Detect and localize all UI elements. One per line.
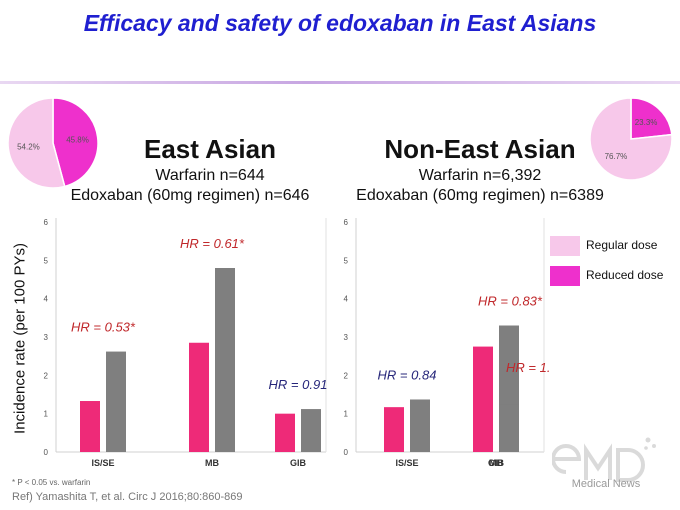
non-east-asian-warfarin-count: Warfarin n=6,392 — [418, 167, 542, 184]
east-asian-y-tick-label: 0 — [44, 448, 49, 457]
legend-item-regular-dose: Regular dose — [550, 235, 680, 256]
non-east-asian-x-tick-label-is-se: IS/SE — [395, 458, 418, 468]
non-east-asian-pie-label-reduced-dose: 23.3% — [635, 118, 658, 127]
non-east-asian-x-tick-label-mb: MB — [489, 458, 503, 468]
non-east-asian-hazard-ratio-gib: HR = 1.27* — [506, 360, 550, 375]
slide-title: Efficacy and safety of edoxaban in East … — [83, 10, 597, 36]
east-asian-bar-gib-warfarin — [301, 409, 321, 452]
east-asian-y-tick-label: 6 — [44, 218, 49, 227]
east-asian-y-tick-label: 5 — [44, 256, 49, 265]
bar-chart-east-asian: 0 1 2 3 4 5 6 IS/SE HR = 0.53* MB HR = 0.61* GIB HR … — [44, 218, 328, 468]
emd-logo-watermark — [552, 437, 656, 482]
watermark-text: Medical News — [571, 478, 641, 490]
non-east-asian-hazard-ratio-mb: HR = 0.83* — [478, 294, 543, 309]
non-east-asian-bar-is-se-edoxaban — [384, 407, 404, 452]
non-east-asian-y-tick-label: 0 — [344, 448, 349, 457]
east-asian-heading: East Asian — [144, 134, 276, 164]
non-east-asian-hazard-ratio-is-se: HR = 0.84 — [378, 367, 437, 382]
non-east-asian-y-tick-label: 2 — [344, 371, 349, 380]
east-asian-hazard-ratio-is-se: HR = 0.53* — [71, 320, 136, 335]
east-asian-bar-mb-edoxaban — [189, 342, 209, 452]
non-east-asian-y-tick-label: 5 — [344, 256, 349, 265]
non-east-asian-bar-gib-warfarin — [499, 404, 519, 452]
non-east-asian-bar-is-se-warfarin — [410, 399, 430, 452]
non-east-asian-heading: Non-East Asian — [384, 134, 576, 164]
pie-chart-non-east-asian: 23.3% 76.7% — [589, 97, 673, 181]
east-asian-edoxaban-count: Edoxaban (60mg regimen) n=646 — [70, 187, 310, 204]
non-east-asian-bar-gib-edoxaban — [473, 391, 493, 452]
east-asian-x-tick-label-is-se: IS/SE — [91, 458, 114, 468]
non-east-asian-y-tick-label: 1 — [344, 410, 349, 419]
title-divider — [0, 81, 680, 84]
east-asian-bar-is-se-warfarin — [106, 351, 126, 452]
legend-swatch-reduced-dose — [550, 266, 580, 286]
east-asian-y-tick-label: 4 — [44, 295, 49, 304]
legend-item-reduced-dose: Reduced dose — [550, 265, 680, 286]
east-asian-warfarin-count: Warfarin n=644 — [155, 167, 265, 184]
legend-label-regular-dose: Regular dose — [586, 238, 658, 252]
east-asian-pie-label-reduced-dose: 45.8% — [66, 136, 89, 145]
non-east-asian-y-tick-label: 3 — [344, 333, 349, 342]
footnote: * P < 0.05 vs. warfarin — [12, 478, 91, 487]
east-asian-bar-is-se-edoxaban — [80, 401, 100, 452]
east-asian-hazard-ratio-gib: HR = 0.91 — [269, 377, 328, 392]
reference-citation: Ref) Yamashita T, et al. Circ J 2016;80:… — [12, 491, 243, 503]
non-east-asian-pie-label-regular-dose: 76.7% — [605, 152, 628, 161]
east-asian-bar-gib-edoxaban — [275, 413, 295, 452]
y-axis-label: Incidence rate (per 100 PYs) — [11, 243, 29, 434]
east-asian-y-tick-label: 1 — [44, 410, 49, 419]
legend-swatch-regular-dose — [550, 236, 580, 256]
east-asian-y-tick-label: 3 — [44, 333, 49, 342]
legend-label-reduced-dose: Reduced dose — [586, 268, 664, 282]
non-east-asian-y-tick-label: 6 — [344, 218, 349, 227]
east-asian-hazard-ratio-mb: HR = 0.61* — [180, 236, 245, 251]
non-east-asian-pie-slice-reduced-dose — [630, 97, 673, 140]
east-asian-y-tick-label: 2 — [44, 371, 49, 380]
east-asian-pie-slice-regular-dose — [7, 97, 66, 189]
east-asian-x-tick-label-gib: GIB — [290, 458, 307, 468]
non-east-asian-pie-slice-regular-dose — [589, 97, 673, 181]
east-asian-bar-mb-warfarin — [215, 268, 235, 452]
east-asian-pie-label-regular-dose: 54.2% — [17, 142, 40, 151]
pie-chart-east-asian: 45.8% 54.2% — [7, 97, 99, 189]
non-east-asian-y-tick-label: 4 — [344, 295, 349, 304]
bar-chart-non-east-asian: 0 1 2 3 4 5 6 IS/SE HR = 0.84 MB HR = 0.83* GIB HR =… — [344, 218, 550, 468]
non-east-asian-x-tick-label-gib: GIB — [488, 458, 505, 468]
east-asian-pie-slice-reduced-dose — [52, 97, 99, 188]
east-asian-x-tick-label-mb: MB — [205, 458, 219, 468]
non-east-asian-edoxaban-count: Edoxaban (60mg regimen) n=6389 — [356, 187, 604, 204]
